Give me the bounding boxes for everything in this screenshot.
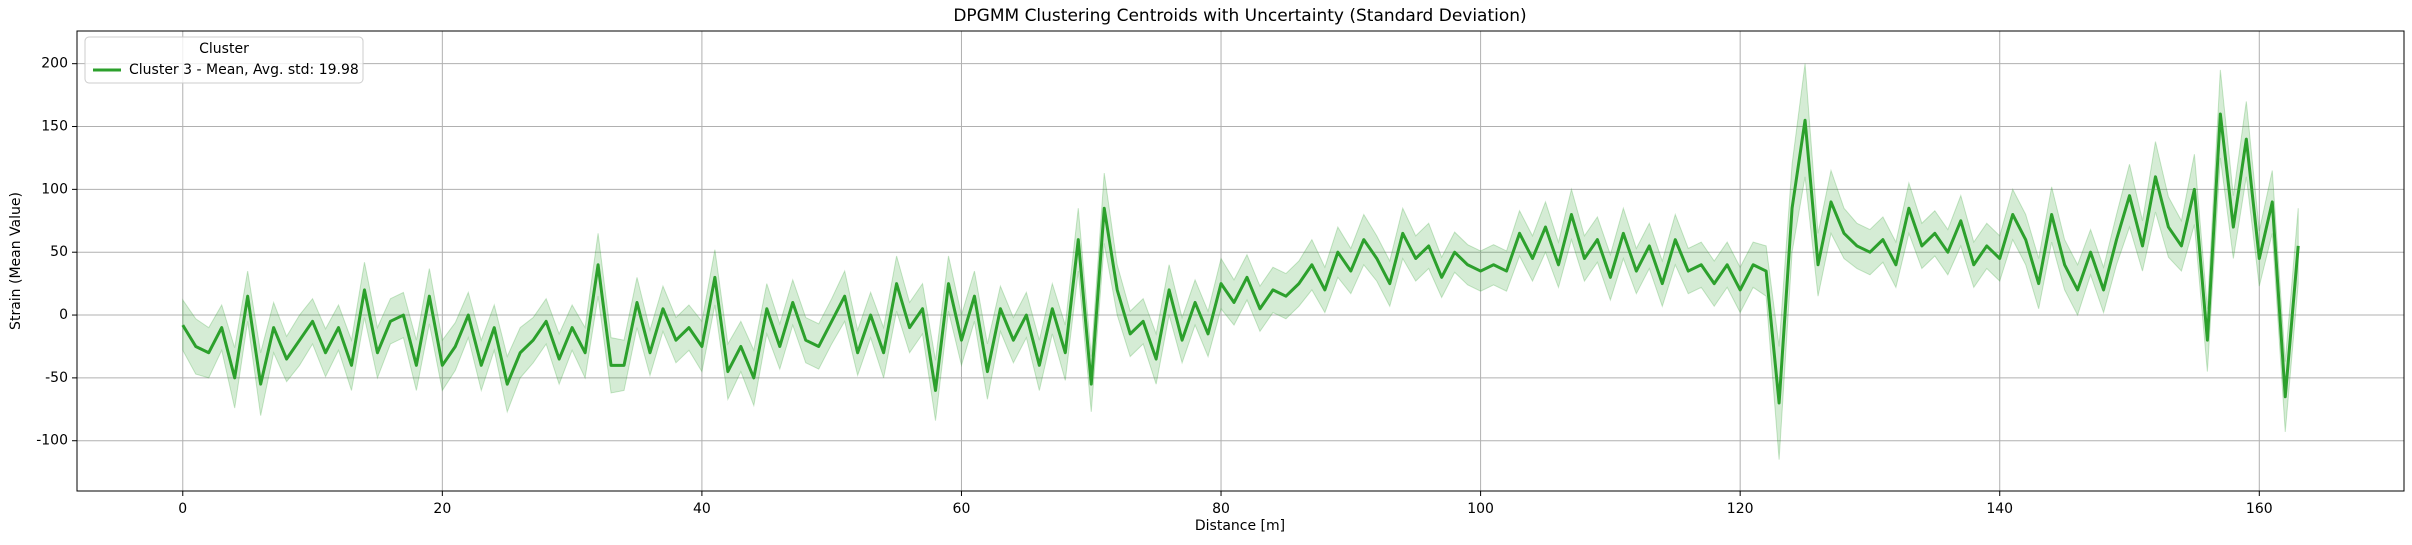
y-tick-label: 50 — [50, 244, 68, 260]
mean-line — [181, 112, 2300, 405]
legend: Cluster Cluster 3 - Mean, Avg. std: 19.98 — [84, 36, 364, 84]
legend-label: Cluster 3 - Mean, Avg. std: 19.98 — [129, 62, 359, 78]
x-tick-label: 20 — [433, 501, 451, 517]
x-tick-label: 120 — [1727, 501, 1754, 517]
x-tick-label: 0 — [178, 501, 187, 517]
y-tick-label: 0 — [59, 307, 68, 323]
legend-box — [84, 36, 364, 84]
x-tick-label: 100 — [1467, 501, 1494, 517]
x-tick-label: 40 — [693, 501, 711, 517]
y-tick-label: 150 — [41, 119, 68, 135]
y-tick-label: -50 — [45, 370, 68, 386]
chart-title: DPGMM Clustering Centroids with Uncertai… — [953, 6, 1526, 26]
x-axis-label: Distance [m] — [1195, 518, 1285, 534]
std-band — [182, 63, 2299, 460]
y-tick-label: 200 — [41, 56, 68, 72]
axes-frame — [76, 30, 2405, 492]
legend-title: Cluster — [199, 41, 249, 57]
x-tick-label: 160 — [2246, 501, 2273, 517]
x-tick-label: 60 — [953, 501, 971, 517]
x-tick-label: 80 — [1212, 501, 1230, 517]
y-tick-label: 100 — [41, 181, 68, 197]
y-axis-label: Strain (Mean Value) — [8, 192, 24, 330]
y-tick-label: -100 — [36, 433, 68, 449]
x-tick-label: 140 — [1986, 501, 2013, 517]
